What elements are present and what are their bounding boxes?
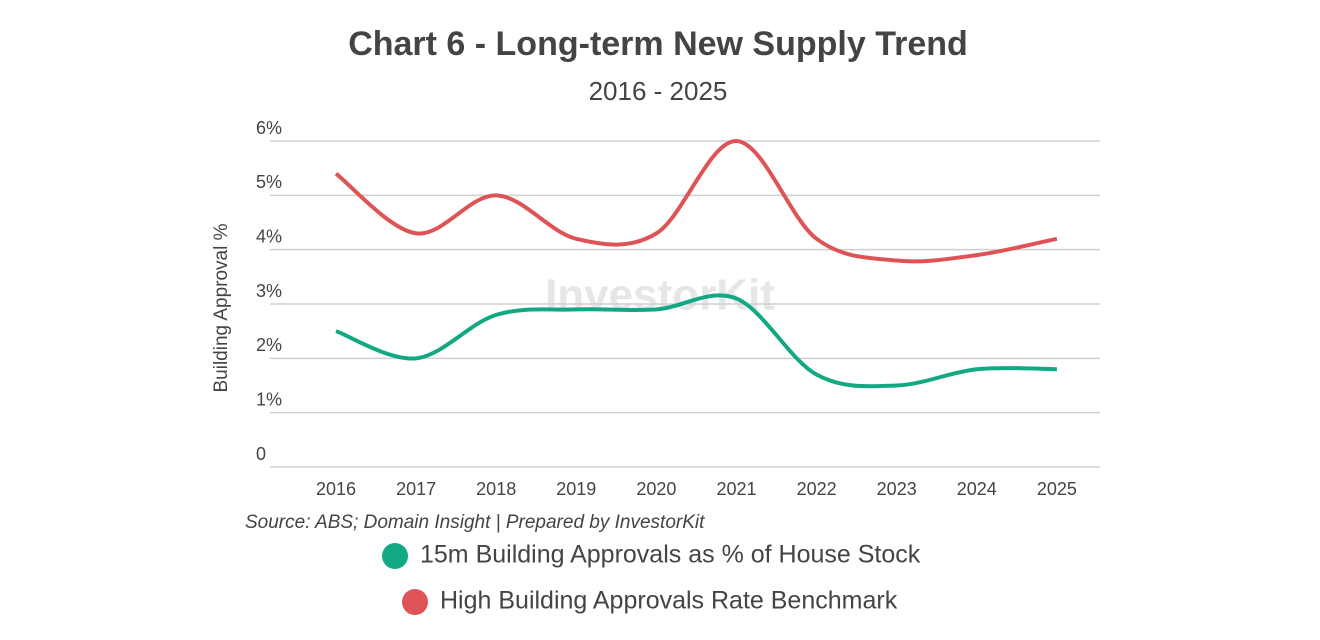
y-tick-label: 4% bbox=[256, 226, 282, 246]
legend-marker bbox=[382, 543, 408, 569]
y-tick-label: 6% bbox=[256, 118, 282, 138]
x-tick-label: 2021 bbox=[716, 479, 756, 499]
y-tick-label: 0 bbox=[256, 444, 266, 464]
watermark: InvestorKit bbox=[545, 271, 775, 320]
source-note: Source: ABS; Domain Insight | Prepared b… bbox=[245, 512, 705, 533]
legend-marker bbox=[402, 589, 428, 615]
x-tick-label: 2024 bbox=[957, 479, 997, 499]
series-line bbox=[335, 293, 1057, 389]
chart-subtitle: 2016 - 2025 bbox=[589, 76, 728, 106]
x-tick-label: 2018 bbox=[476, 479, 516, 499]
x-tick-label: 2023 bbox=[877, 479, 917, 499]
legend-label: 15m Building Approvals as % of House Sto… bbox=[420, 541, 921, 569]
x-tick-label: 2017 bbox=[396, 479, 436, 499]
y-tick-label: 5% bbox=[256, 172, 282, 192]
y-tick-label: 2% bbox=[256, 335, 282, 355]
x-tick-label: 2020 bbox=[636, 479, 676, 499]
y-tick-label: 1% bbox=[256, 389, 282, 409]
x-tick-label: 2022 bbox=[797, 479, 837, 499]
series-line bbox=[334, 138, 1058, 264]
x-tick-label: 2019 bbox=[556, 479, 596, 499]
legend-label: High Building Approvals Rate Benchmark bbox=[440, 587, 898, 615]
y-axis-label: Building Approval % bbox=[211, 223, 232, 392]
chart-title: Chart 6 - Long-term New Supply Trend bbox=[348, 25, 968, 63]
x-tick-label: 2025 bbox=[1037, 479, 1077, 499]
x-tick-label: 2016 bbox=[316, 479, 356, 499]
y-tick-label: 3% bbox=[256, 281, 282, 301]
